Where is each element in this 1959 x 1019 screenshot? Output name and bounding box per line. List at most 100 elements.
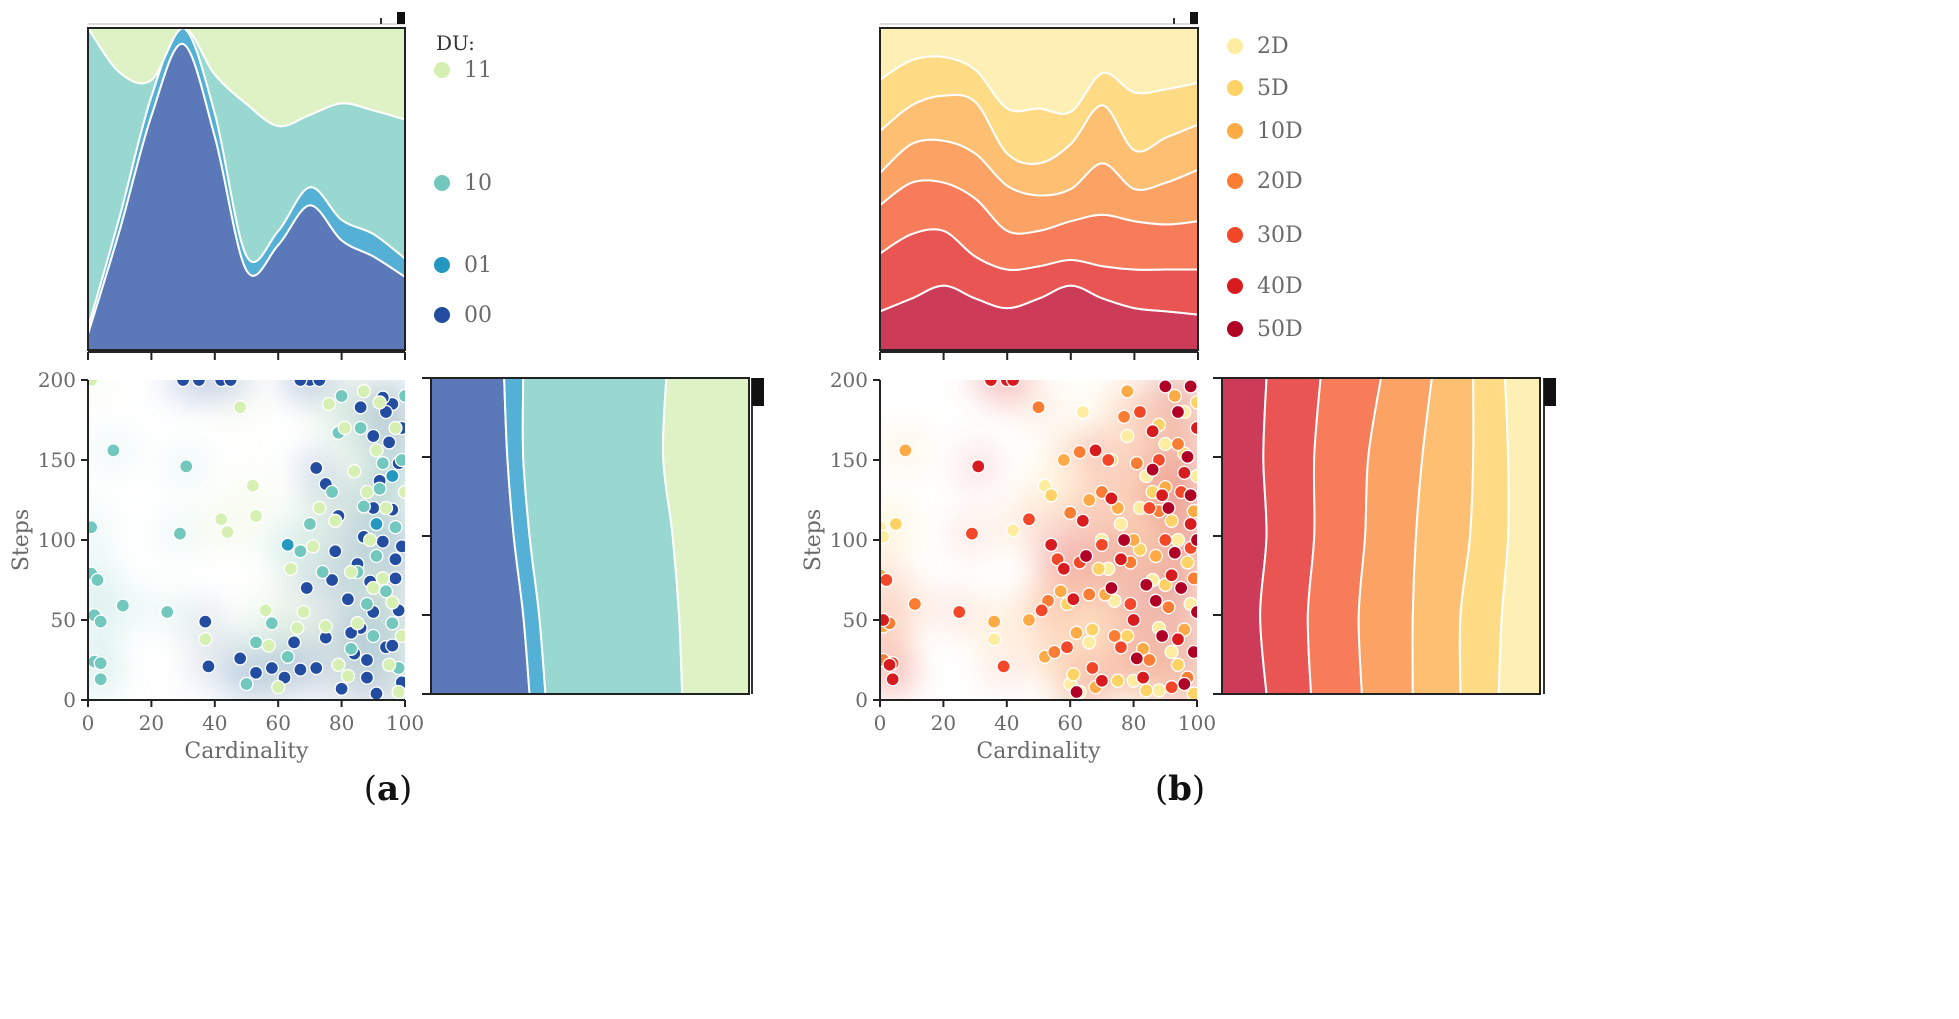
scatter-point-00 [388,571,403,586]
scatter-point-40D [1183,516,1197,532]
scatter-point-20D [907,596,923,612]
scatter-point-50D [1186,644,1197,660]
scatter-point-10D [1186,504,1197,519]
scatter-point-50D [1078,548,1094,564]
scatter-point-10 [394,452,405,468]
scatter-point-11 [362,532,378,548]
scatter-point-00 [394,539,405,554]
scatter-point-11 [378,500,394,516]
scatter-point-11 [328,513,343,528]
scatter-point-10 [359,596,375,612]
scatter-point-2D [1005,523,1021,538]
legend-item-label: 30D [1257,223,1303,248]
legend-item-label: 2D [1257,34,1289,59]
y-axis-label: Steps [9,509,34,571]
scatter-point-50D [1145,462,1160,477]
scatter-point-30D [1094,537,1110,552]
top-density-plot [879,27,1199,351]
scatter-point-10 [334,388,349,404]
scatter-point-00 [175,380,191,388]
scatter-point-10 [372,481,387,496]
scatter-point-10D [1069,625,1084,640]
scatter-point-10 [179,459,194,474]
y-tick-label: 100 [830,528,868,552]
scatter-point-30D [1085,660,1100,676]
scatter-point-50D [1183,380,1197,394]
scatter-point-5D [1164,513,1179,528]
y-tick-label: 50 [843,608,868,632]
scatter-point-11 [233,400,248,415]
scatter-point-11 [321,396,337,412]
x-tick-label: 40 [994,711,1019,735]
scatter-point-00 [248,665,264,680]
scatter-point-10D [898,443,913,458]
legend: DU: 11 10 01 00 [434,31,492,328]
scatter-point-2D [1164,644,1179,660]
y-tick-label: 150 [38,448,76,472]
scatter-plot: 0 20 40 60 80 100 0 50 100 150 200 Cardinality Steps [801,368,1216,764]
x-tick-label: 20 [139,711,164,735]
top-plot-frame [879,27,1199,351]
scatter-point-00 [328,544,343,559]
scatter-point-10 [366,628,381,644]
scatter-point-00 [353,400,368,415]
top-density-plot [86,24,406,351]
scatter-point-11 [88,380,99,388]
scatter-point-01 [369,516,384,532]
scatter-point-20D [1170,436,1186,452]
scatter-point-40D [1164,568,1179,583]
scatter-point-10 [375,456,390,471]
scatter-point-5D [1186,686,1197,700]
scatter-point-40D [1135,670,1151,685]
scatter-point-00 [312,380,327,388]
scatter-point-11 [359,484,375,500]
scatter-point-40D [1113,552,1129,567]
scatter-point-10D [1148,548,1163,564]
scatter-point-00 [359,670,375,685]
scatter-point-50D [1189,604,1197,620]
scatter-point-5D [1091,561,1106,576]
scatter-point-30D [964,526,980,541]
scatter-point-00 [264,660,280,676]
scatter-point-11 [397,484,405,500]
density-cloud [880,554,913,606]
legend-item-label: 5D [1257,76,1289,101]
right-marginal-bar [752,378,764,406]
scatter-point-11 [318,619,333,634]
scatter-point-00 [198,614,213,629]
scatter-point-10 [239,676,254,692]
scatter-point-50D [1069,684,1084,700]
scatter-point-40D [1189,420,1197,436]
legend-marker [1227,80,1243,96]
x-tick-label: 0 [874,711,887,735]
scatter-point-11 [356,384,371,399]
scatter-point-11 [296,604,311,620]
scatter-point-40D [1088,443,1103,458]
scatter-point-30D [996,659,1011,674]
scatter-point-10 [160,604,175,620]
scatter-point-20D [1072,444,1087,460]
scatter-point-30D [1113,640,1129,655]
scatter-point-00 [191,380,207,388]
scatter-point-30D [1021,512,1037,527]
scatter-point-50D [1154,628,1170,644]
top-marginal-bar [1190,12,1198,24]
y-tick-label: 200 [38,368,76,392]
top-marginal-bar [397,12,405,24]
scatter-point-2D [1170,532,1186,548]
scatter-point-50D [1161,500,1176,516]
scatter-point-40D [1177,465,1192,480]
scatter-point-00 [359,652,375,668]
scatter-point-11 [248,508,264,524]
scatter-point-11 [391,684,405,700]
y-axis-label: Steps [801,509,826,571]
scatter-point-5D [1085,622,1100,637]
scatter-point-11 [347,464,362,479]
x-axis-label: Cardinality [184,739,309,764]
scatter-point-10 [88,520,99,535]
scatter-point-00 [286,635,302,650]
scatter-point-30D [1123,596,1138,612]
scatter-point-11 [305,539,321,554]
scatter-point-20D [1063,505,1078,520]
